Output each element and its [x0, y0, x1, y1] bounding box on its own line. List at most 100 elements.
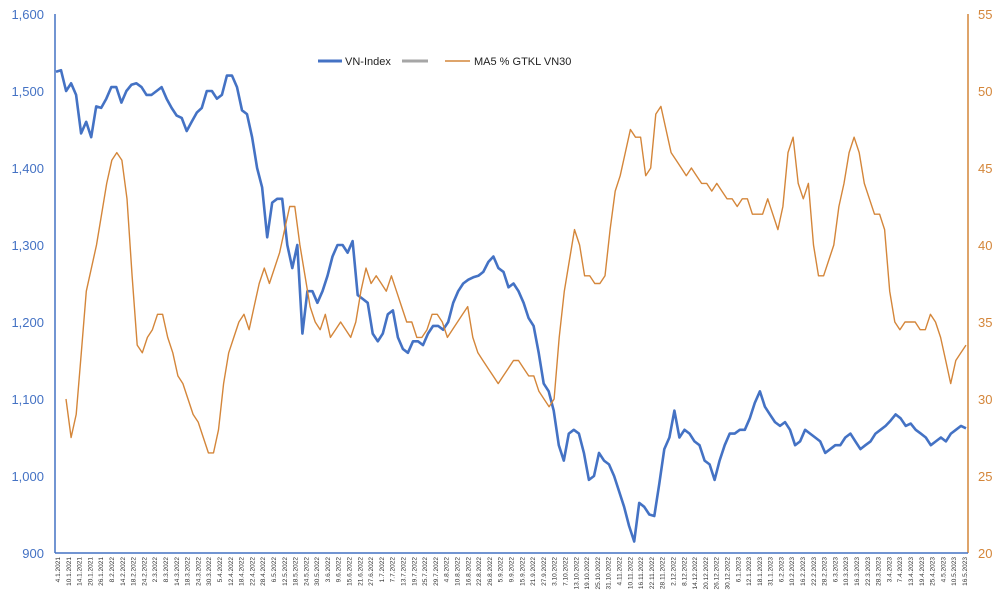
x-axis-tick-label: 16.8.2022 — [465, 557, 472, 586]
x-axis-tick-label: 10.2.2023 — [789, 557, 796, 586]
x-axis-tick-label: 7.7.2022 — [390, 557, 397, 583]
x-axis-tick-labels: 4.1.2021 10.1.2021 14.1.2021 20.1.2021 26.1.… — [55, 557, 969, 590]
left-axis-tick-label: 1,600 — [11, 7, 44, 22]
x-axis-tick-label: 5.9.2022 — [498, 557, 505, 583]
x-axis-tick-label: 30.5.2022 — [314, 557, 321, 586]
x-axis-tick-label: 24.3.2022 — [195, 557, 202, 586]
x-axis-tick-label: 30.3.2022 — [206, 557, 213, 586]
right-axis-tick-label: 30 — [978, 392, 992, 407]
x-axis-tick-label: 3.4.2023 — [886, 557, 893, 583]
x-axis-tick-label: 25.4.2023 — [930, 557, 937, 586]
x-axis-tick-label: 7.4.2023 — [897, 557, 904, 583]
x-axis-tick-label: 18.5.2022 — [293, 557, 300, 586]
left-axis-tick-label: 1,000 — [11, 469, 44, 484]
x-axis-tick-label: 16.5.2023 — [962, 557, 969, 586]
left-axis-tick-label: 1,100 — [11, 392, 44, 407]
x-axis-tick-label: 22.8.2022 — [476, 557, 483, 586]
x-axis-tick-label: 7.10.2022 — [562, 557, 569, 586]
x-axis-tick-label: 22.2.2023 — [811, 557, 818, 586]
x-axis-tick-label: 18.2.2022 — [131, 557, 138, 586]
right-axis-tick-label: 45 — [978, 161, 992, 176]
x-axis-tick-label: 20.12.2022 — [703, 557, 710, 590]
x-axis-tick-label: 4.5.2023 — [940, 557, 947, 583]
right-axis-tick-label: 40 — [978, 238, 992, 253]
x-axis-tick-label: 14.3.2022 — [174, 557, 181, 586]
x-axis-tick-label: 4.11.2022 — [616, 557, 623, 586]
x-axis-tick-label: 19.7.2022 — [411, 557, 418, 586]
x-axis-tick-label: 13.10.2022 — [573, 557, 580, 590]
x-axis-tick-label: 9.6.2022 — [336, 557, 343, 583]
x-axis-tick-label: 3.6.2022 — [325, 557, 332, 583]
x-axis-tick-label: 26.8.2022 — [487, 557, 494, 586]
x-axis-tick-label: 24.2.2022 — [141, 557, 148, 586]
x-axis-tick-label: 20.1.2021 — [87, 557, 94, 586]
x-axis-tick-label: 4.1.2021 — [55, 557, 62, 583]
x-axis-tick-label: 13.4.2023 — [908, 557, 915, 586]
vnindex-series-line — [55, 68, 967, 543]
series-layer — [55, 68, 967, 543]
x-axis-tick-label: 15.6.2022 — [347, 557, 354, 586]
x-axis-tick-label: 10.5.2023 — [951, 557, 958, 586]
x-axis-tick-label: 25.7.2022 — [422, 557, 429, 586]
right-axis-tick-label: 50 — [978, 84, 992, 99]
x-axis-tick-label: 28.3.2023 — [876, 557, 883, 586]
x-axis-tick-label: 28.11.2022 — [660, 557, 667, 589]
x-axis-tick-label: 22.4.2022 — [249, 557, 256, 586]
left-axis-tick-label: 1,400 — [11, 161, 44, 176]
x-axis-tick-label: 18.4.2022 — [239, 557, 246, 586]
x-axis-tick-label: 2.3.2022 — [152, 557, 159, 583]
x-axis-tick-label: 14.2.2022 — [120, 557, 127, 586]
left-axis-tick-label: 1,200 — [11, 315, 44, 330]
x-axis-tick-label: 21.9.2022 — [530, 557, 537, 586]
legend-label-vnindex: VN-Index — [345, 56, 391, 68]
x-axis-tick-label: 28.4.2022 — [260, 557, 267, 586]
left-axis-tick-label: 900 — [22, 546, 44, 561]
left-axis-tick-label: 1,500 — [11, 84, 44, 99]
x-axis-tick-label: 16.11.2022 — [638, 557, 645, 589]
x-axis-tick-label: 19.10.2022 — [584, 557, 591, 590]
x-axis-tick-label: 22.11.2022 — [649, 557, 656, 589]
right-axis-ticks: 20 25 30 35 40 45 50 55 — [978, 7, 992, 561]
x-axis-tick-label: 12.1.2023 — [746, 557, 753, 586]
x-axis-tick-label: 26.1.2021 — [98, 557, 105, 586]
x-axis-tick-label: 26.12.2022 — [714, 557, 721, 590]
left-axis-ticks: 900 1,000 1,100 1,200 1,300 1,400 1,500 1,600 — [11, 7, 44, 561]
right-axis-tick-label: 25 — [978, 469, 992, 484]
x-axis-tick-label: 6.2.2023 — [778, 557, 785, 583]
legend-label-ma5: MA5 % GTKL VN30 — [474, 56, 571, 68]
x-axis-tick-label: 31.1.2023 — [768, 557, 775, 586]
x-axis-tick-label: 10.1.2021 — [66, 557, 73, 586]
x-axis-tick-label: 8.3.2022 — [163, 557, 170, 583]
x-axis-tick-label: 24.5.2022 — [303, 557, 310, 586]
x-axis-tick-label: 31.10.2022 — [606, 557, 613, 590]
x-axis-tick-label: 5.4.2022 — [217, 557, 224, 583]
x-axis-tick-label: 19.4.2023 — [919, 557, 926, 586]
x-axis-tick-label: 14.1.2021 — [77, 557, 84, 586]
x-axis-tick-label: 8.12.2022 — [681, 557, 688, 586]
x-axis-tick-label: 10.11.2022 — [627, 557, 634, 589]
x-axis-tick-label: 1.7.2022 — [379, 557, 386, 583]
right-axis-tick-label: 20 — [978, 546, 992, 561]
x-axis-tick-label: 9.9.2022 — [509, 557, 516, 583]
x-axis-tick-label: 10.3.2023 — [843, 557, 850, 586]
x-axis-tick-label: 8.2.2022 — [109, 557, 116, 583]
x-axis-tick-label: 27.9.2022 — [541, 557, 548, 586]
x-axis-tick-label: 6.5.2022 — [271, 557, 278, 583]
x-axis-tick-label: 6.1.2023 — [735, 557, 742, 583]
x-axis-tick-label: 6.3.2023 — [832, 557, 839, 583]
x-axis-tick-label: 10.8.2022 — [455, 557, 462, 586]
legend: VN-Index MA5 % GTKL VN30 — [318, 56, 571, 68]
x-axis-tick-label: 29.7.2022 — [433, 557, 440, 586]
x-axis-tick-label: 18.3.2022 — [185, 557, 192, 586]
x-axis-tick-label: 15.9.2022 — [519, 557, 526, 586]
x-axis-tick-label: 22.3.2023 — [865, 557, 872, 586]
x-axis-tick-label: 2.12.2022 — [670, 557, 677, 586]
x-axis-tick-label: 12.5.2022 — [282, 557, 289, 586]
right-axis-tick-label: 35 — [978, 315, 992, 330]
x-axis-tick-label: 13.7.2022 — [401, 557, 408, 586]
x-axis-tick-label: 18.1.2023 — [757, 557, 764, 586]
right-axis-tick-label: 55 — [978, 7, 992, 22]
x-axis-tick-label: 30.12.2022 — [724, 557, 731, 590]
x-axis-tick-label: 28.2.2023 — [822, 557, 829, 586]
